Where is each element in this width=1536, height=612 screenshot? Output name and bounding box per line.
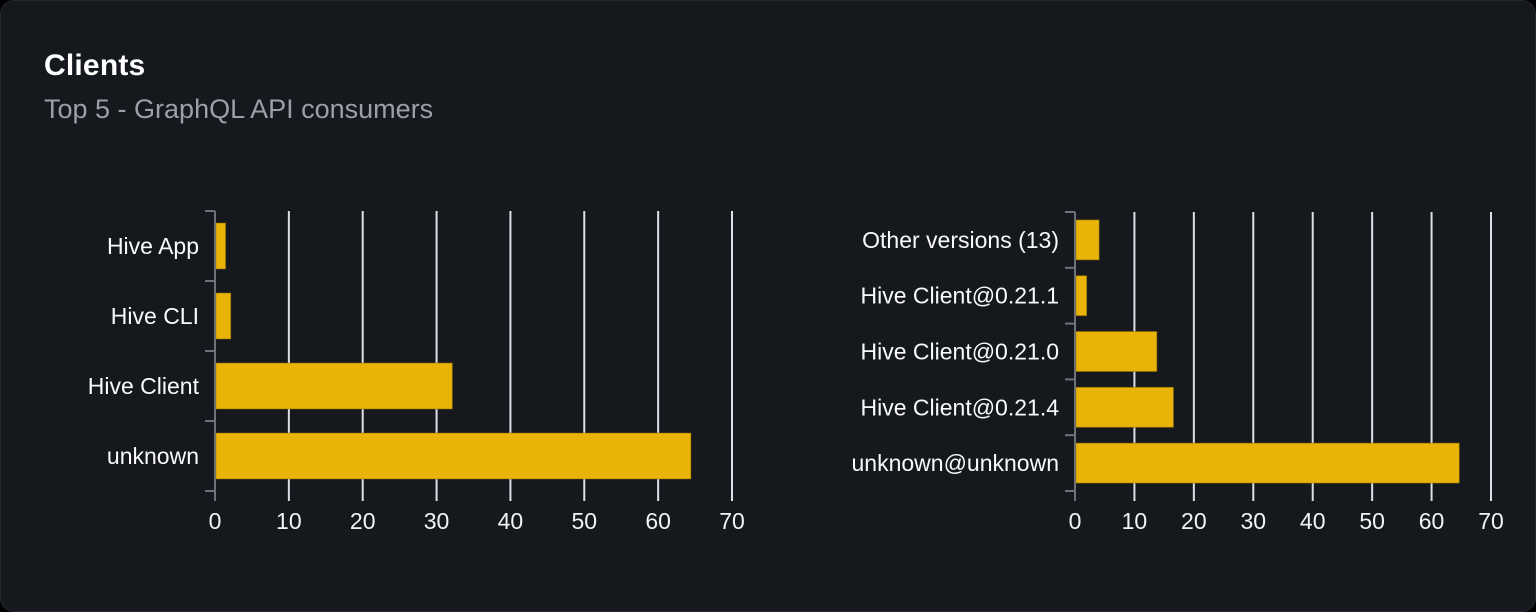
bar-hive-client-0.21.0[interactable] bbox=[1075, 331, 1158, 372]
x-tick-label: 0 bbox=[209, 508, 222, 534]
x-tick-label: 60 bbox=[1419, 508, 1445, 534]
bar-hive-client-0.21.4[interactable] bbox=[1075, 386, 1174, 428]
clients-by-version-chart[interactable]: 0 10 20 30 40 50 60 70 Other versions (13) Hive C… bbox=[831, 191, 1536, 551]
x-tick-label: 10 bbox=[1122, 508, 1148, 534]
bar-hive-client[interactable] bbox=[215, 362, 453, 410]
category-label: unknown@unknown bbox=[852, 450, 1059, 476]
x-tick-label: 50 bbox=[1359, 508, 1385, 534]
category-label: Hive Client@0.21.0 bbox=[861, 339, 1060, 365]
card-subtitle: Top 5 - GraphQL API consumers bbox=[44, 94, 434, 124]
x-tick-label: 0 bbox=[1069, 508, 1082, 534]
bar-unknown[interactable] bbox=[215, 432, 692, 480]
category-label: Hive Client@0.21.1 bbox=[861, 283, 1060, 309]
x-tick-label: 10 bbox=[276, 508, 302, 534]
x-tick-label: 70 bbox=[1478, 508, 1504, 534]
x-tick-label: 50 bbox=[571, 508, 597, 534]
x-tick-label: 20 bbox=[350, 508, 376, 534]
category-label: Other versions (13) bbox=[862, 227, 1059, 253]
category-label: Hive Client bbox=[88, 373, 200, 399]
category-label: unknown bbox=[107, 443, 199, 469]
bar-other-versions-13-[interactable] bbox=[1075, 219, 1100, 261]
bar-hive-client-0.21.1[interactable] bbox=[1075, 275, 1088, 317]
x-tick-label: 70 bbox=[719, 508, 745, 534]
category-label: Hive CLI bbox=[111, 303, 199, 329]
x-tick-label: 60 bbox=[645, 508, 671, 534]
clients-by-name-chart[interactable]: 0 10 20 30 40 50 60 70 Hive App Hive CLI Hive Clie… bbox=[41, 191, 761, 551]
category-label: Hive App bbox=[107, 233, 199, 259]
category-label: Hive Client@0.21.4 bbox=[861, 394, 1060, 420]
bar-unknown-unknown[interactable] bbox=[1075, 442, 1460, 484]
x-tick-label: 40 bbox=[498, 508, 524, 534]
x-tick-label: 30 bbox=[424, 508, 450, 534]
bar-hive-cli[interactable] bbox=[215, 292, 232, 340]
x-tick-label: 40 bbox=[1300, 508, 1326, 534]
card-header: Clients Top 5 - GraphQL API consumers bbox=[44, 49, 433, 125]
bar-hive-app[interactable] bbox=[215, 222, 227, 270]
card-title: Clients bbox=[44, 49, 146, 82]
x-tick-label: 30 bbox=[1240, 508, 1266, 534]
x-tick-label: 20 bbox=[1181, 508, 1207, 534]
